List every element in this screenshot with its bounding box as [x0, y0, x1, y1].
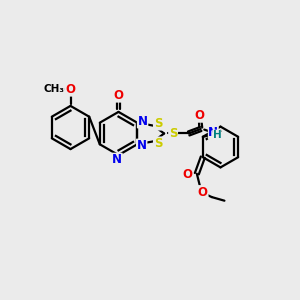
- Text: O: O: [198, 186, 208, 199]
- Text: N: N: [112, 153, 122, 167]
- Text: S: S: [154, 137, 162, 150]
- Text: N: N: [208, 126, 218, 139]
- Text: CH₃: CH₃: [44, 84, 64, 94]
- Text: O: O: [195, 109, 205, 122]
- Text: O: O: [65, 83, 76, 96]
- Text: N: N: [137, 139, 147, 152]
- Text: S: S: [169, 127, 177, 140]
- Text: H: H: [212, 130, 221, 140]
- Text: O: O: [113, 89, 124, 102]
- Text: N: N: [138, 115, 148, 128]
- Text: S: S: [154, 117, 162, 130]
- Text: O: O: [182, 168, 192, 182]
